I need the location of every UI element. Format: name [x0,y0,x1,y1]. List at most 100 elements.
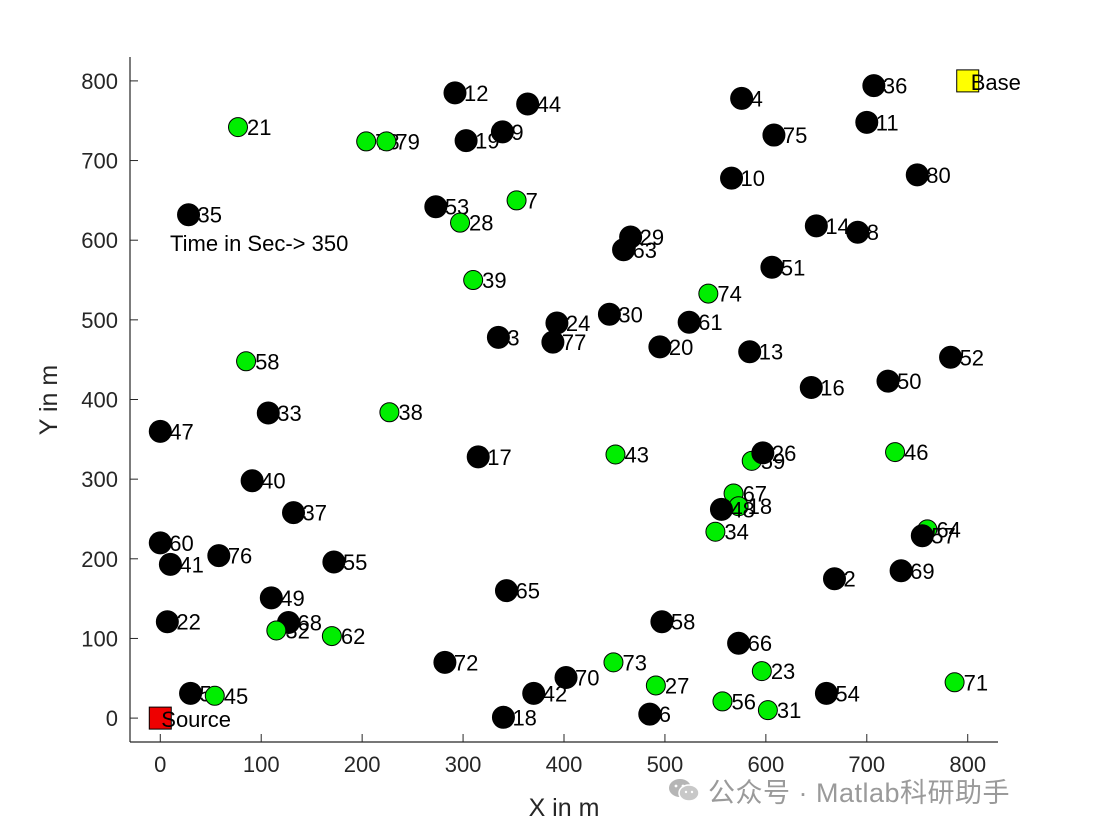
node-label: 24 [566,311,590,336]
dead-node-point [597,302,621,326]
y-tick-label: 800 [81,69,118,94]
node-label: 7 [526,188,538,213]
y-tick-label: 100 [81,626,118,651]
base-label: Base [971,70,1021,95]
node-label: 50 [897,369,921,394]
node-label: 45 [224,684,248,709]
alive-node-point [645,675,666,696]
node-label: 3 [507,325,519,350]
node-label: 70 [575,665,599,690]
dead-node-point [148,419,172,443]
node-label: 26 [772,441,796,466]
alive-node-point [885,442,906,463]
node-label: 75 [783,123,807,148]
x-tick-label: 600 [748,752,785,777]
dead-node-point [876,369,900,393]
dead-node-point [762,123,786,147]
source-label: Source [161,707,231,732]
alive-node-point [506,190,527,211]
node-label: 68 [297,611,321,636]
dead-node-point [760,255,784,279]
dead-node-point [256,401,280,425]
dead-node-point [158,552,182,576]
node-label: 8 [867,220,879,245]
dead-node-point [454,129,478,153]
alive-node-point [236,351,257,372]
dead-node-point [282,501,306,525]
y-axis-label: Y in m [35,365,63,435]
alive-node-point [757,700,778,721]
dead-node-point [939,345,963,369]
source-and-base: Source Base [148,69,1021,732]
alive-node-point [605,444,626,465]
x-tick-label: 200 [344,752,381,777]
dead-node-point [491,705,515,729]
node-label: 41 [179,552,203,577]
node-label: 10 [741,166,765,191]
node-label: 52 [960,345,984,370]
node-label: 66 [748,631,772,656]
dead-node-point [846,220,870,244]
base-marker [956,69,980,93]
alive-node-point [379,402,400,423]
node-label: 76 [228,544,252,569]
time-annotation: Time in Sec-> 350 [170,231,348,256]
dead-node-point [862,74,886,98]
dead-node-point [177,203,201,227]
dead-node-point [516,92,540,116]
dead-node-point [648,335,672,359]
node-label: 18 [512,705,536,730]
dead-node-point [148,531,172,555]
node-label: 48 [730,497,754,522]
node-label: 34 [724,520,748,545]
node-label: 65 [515,579,539,604]
dead-node-point [889,559,913,583]
dead-node-point [155,610,179,634]
node-label: 71 [964,670,988,695]
node-label: 2 [843,567,855,592]
dead-node-point [730,86,754,110]
y-tick-label: 300 [81,467,118,492]
dead-node-point [179,681,203,705]
dead-node-point [541,330,565,354]
alive-node-point [356,131,377,152]
alive-node-point [204,685,225,706]
alive-node-point [712,691,733,712]
node-label: 42 [543,681,567,706]
y-tick-label: 200 [81,547,118,572]
alive-node-point [705,521,726,542]
x-tick-label: 300 [445,752,482,777]
dead-node-point [910,524,934,548]
x-axis-label: X in m [529,794,600,822]
node-label: 47 [169,419,193,444]
node-label: 28 [469,211,493,236]
dead-node-point [522,681,546,705]
node-label: 38 [398,400,422,425]
node-label: 77 [562,330,586,355]
y-tick-label: 500 [81,308,118,333]
alive-node-point [266,620,287,641]
node-label: 37 [303,501,327,526]
node-label: 80 [926,163,950,188]
node-label: 11 [876,110,899,135]
node-label: 23 [771,659,795,684]
node-label: 14 [825,214,849,239]
dead-node-point [814,681,838,705]
x-tick-label: 100 [243,752,280,777]
axes-frame [129,57,998,743]
dead-node-point [443,81,467,105]
dead-node-point [494,579,518,603]
node-label: 22 [176,610,200,635]
dead-node-point [650,610,674,634]
dead-node-point [822,567,846,591]
dead-node-point [720,166,744,190]
watermark-text: 公众号 · Matlab科研助手 [708,777,1011,808]
node-label: 57 [931,524,955,549]
alive-node-point [376,131,397,152]
node-label: 58 [671,610,695,635]
watermark: 公众号 · Matlab科研助手 [668,770,1010,810]
node-label: 20 [669,335,693,360]
node-label: 69 [910,559,934,584]
dead-node-point [804,214,828,238]
